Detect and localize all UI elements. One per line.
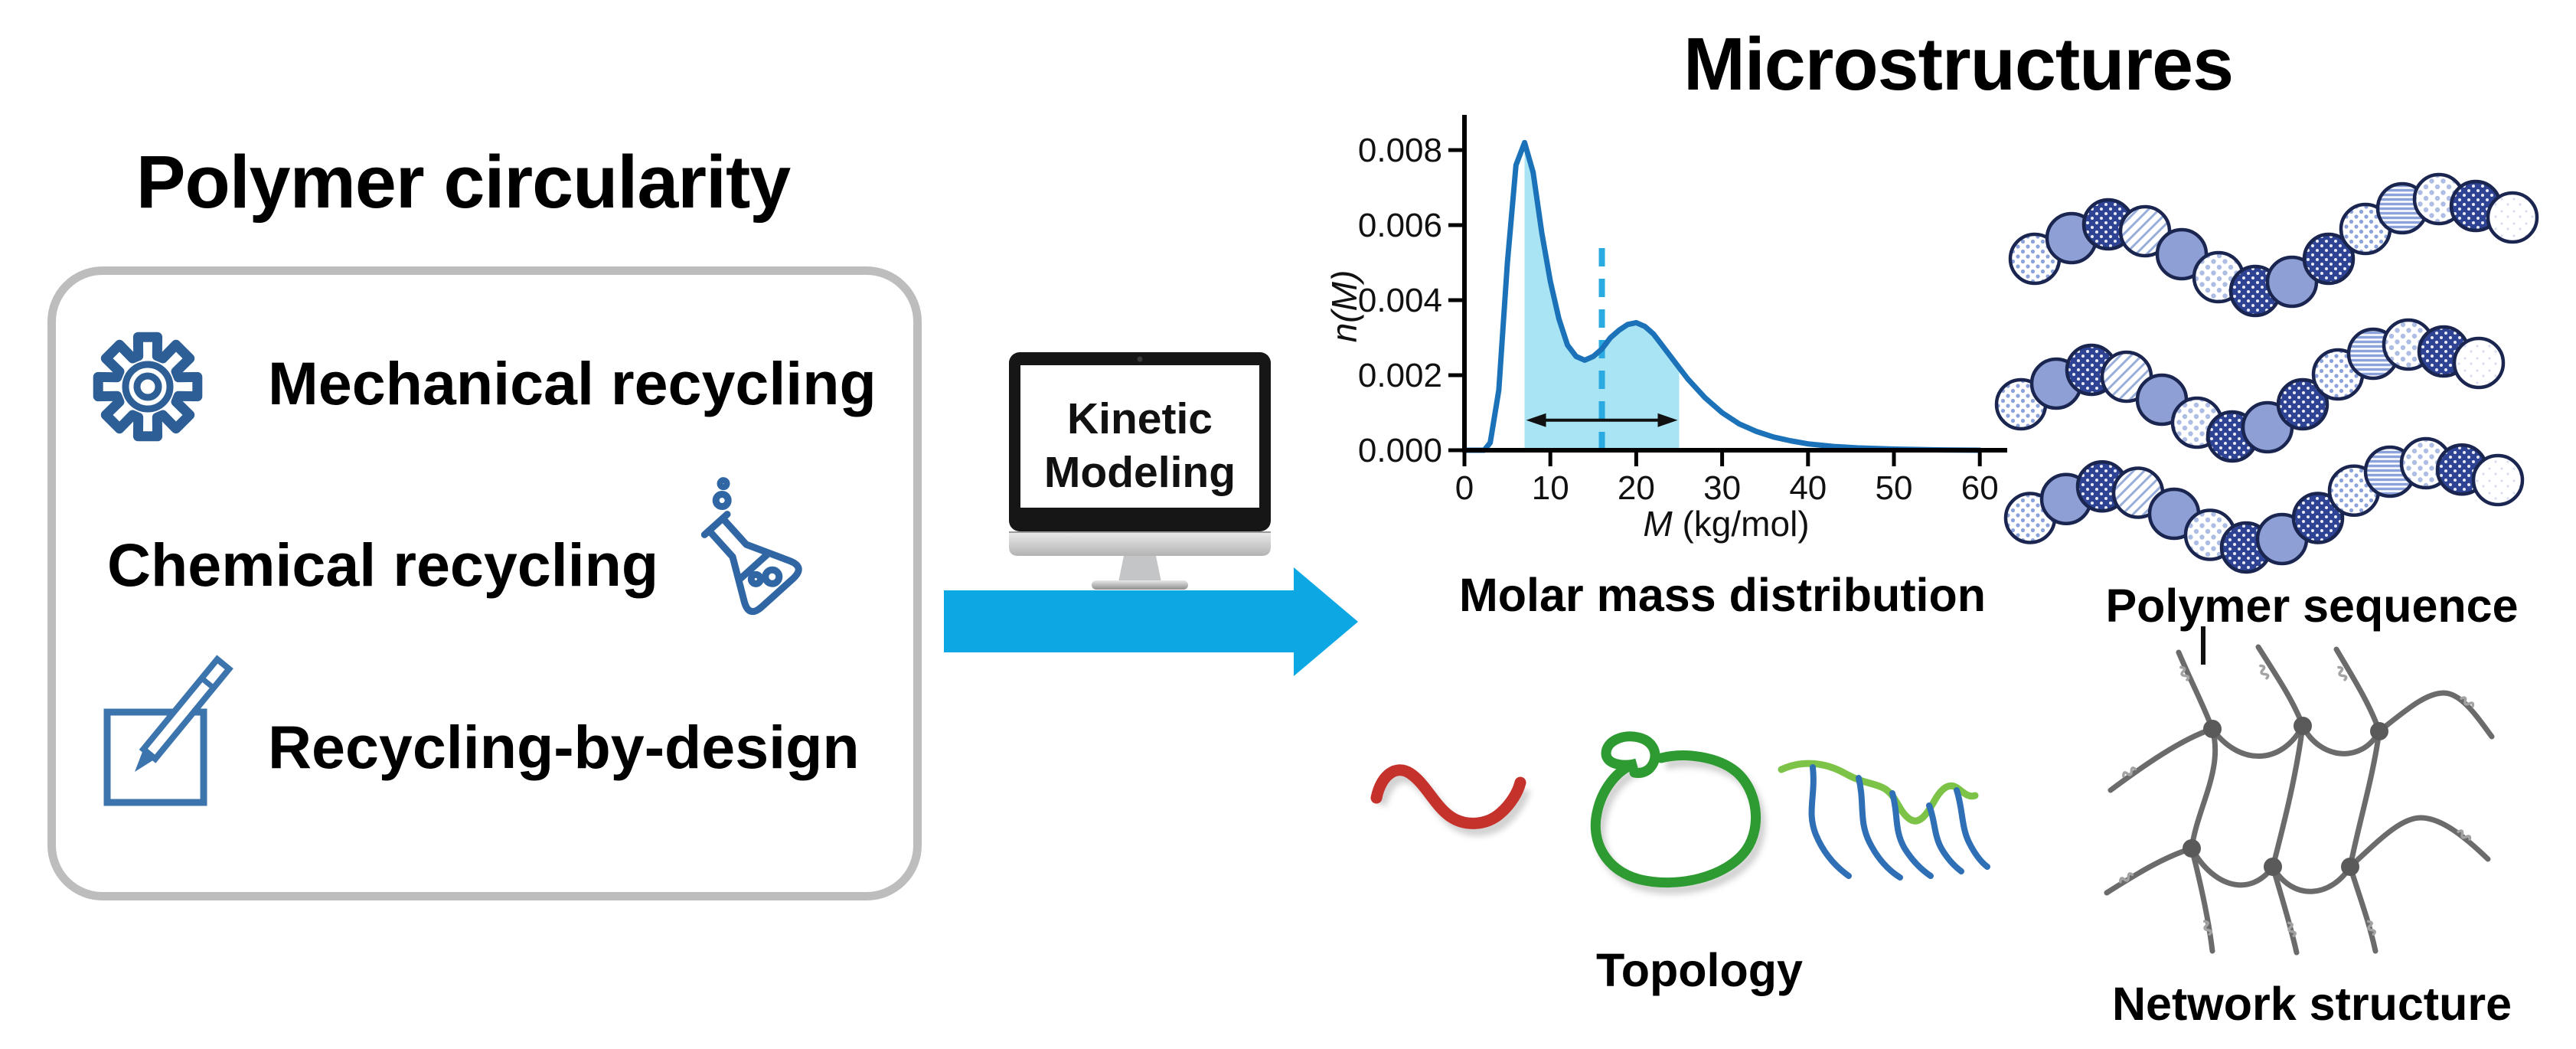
gear-icon xyxy=(93,332,203,442)
right-panel-title: Microstructures xyxy=(1683,22,2234,106)
topology-illustration xyxy=(1370,731,1990,895)
chart-shaded-region xyxy=(1524,142,1680,450)
monomer-bead-plain xyxy=(2452,336,2506,390)
network-structure-illustration xyxy=(2104,626,2495,956)
svg-text:50: 50 xyxy=(1876,469,1913,507)
monitor-text-line1: Kinetic xyxy=(1067,394,1213,443)
monitor-screen xyxy=(1020,365,1259,508)
process-arrow-icon xyxy=(944,567,1358,676)
caption-network-structure: Network structure xyxy=(2111,978,2512,1030)
monomer-bead-plain xyxy=(2486,191,2539,244)
molar-mass-distribution-chart: 0.000 0.002 0.004 0.006 0.008 0 10 20 30 40 50 60 n… xyxy=(1324,115,2007,544)
label-recycling-by-design: Recycling-by-design xyxy=(268,713,860,781)
polymer-chain-1 xyxy=(2008,172,2539,318)
monitor-text-line2: Modeling xyxy=(1044,448,1236,497)
monomer-bead-navydots xyxy=(2291,492,2345,544)
label-chemical-recycling: Chemical recycling xyxy=(107,531,659,599)
svg-text:20: 20 xyxy=(1618,469,1655,507)
svg-text:0.006: 0.006 xyxy=(1358,207,1442,244)
chart-distribution-curve xyxy=(1461,139,1983,453)
svg-text:0.004: 0.004 xyxy=(1358,282,1442,319)
webcam-icon xyxy=(1137,356,1143,362)
svg-text:0: 0 xyxy=(1455,469,1474,507)
svg-text:0.000: 0.000 xyxy=(1358,432,1442,469)
monomer-bead-navydots xyxy=(2302,232,2356,286)
flask-icon xyxy=(700,477,802,616)
chart-xlabel: M (kg/mol) xyxy=(1643,504,1809,544)
topology-ring-chain xyxy=(1590,731,1761,888)
polymer-chain-2 xyxy=(1994,318,2506,463)
svg-text:40: 40 xyxy=(1789,469,1827,507)
monitor-chin xyxy=(1009,531,1271,556)
left-panel-title: Polymer circularity xyxy=(135,140,791,224)
chart-ylabel: n(M) xyxy=(1324,270,1364,343)
polymer-chain-3 xyxy=(2003,436,2525,574)
topology-branches xyxy=(1808,764,1990,881)
label-mechanical-recycling: Mechanical recycling xyxy=(268,349,877,417)
topology-linear-chain xyxy=(1370,764,1526,829)
caption-topology: Topology xyxy=(1596,944,1803,996)
monomer-bead-plain xyxy=(2471,453,2525,507)
pencil-square-icon xyxy=(103,655,233,806)
chain-end-squiggles xyxy=(2119,664,2475,937)
monomer-bead-navydots xyxy=(2276,377,2330,431)
svg-text:0.002: 0.002 xyxy=(1358,357,1442,394)
network-junction-nodes xyxy=(2183,717,2388,876)
kinetic-modeling-monitor: Kinetic Modeling xyxy=(944,352,1358,676)
monitor-stand-base xyxy=(1092,580,1188,590)
caption-polymer-sequence: Polymer sequence xyxy=(2105,580,2519,632)
svg-text:0.008: 0.008 xyxy=(1358,132,1442,169)
svg-text:10: 10 xyxy=(1532,469,1569,507)
svg-text:60: 60 xyxy=(1961,469,1999,507)
svg-text:30: 30 xyxy=(1703,469,1741,507)
monitor-stand-neck xyxy=(1118,556,1161,582)
caption-molar-mass-distribution: Molar mass distribution xyxy=(1458,569,1987,621)
polymer-sequence-illustration xyxy=(1994,172,2539,574)
